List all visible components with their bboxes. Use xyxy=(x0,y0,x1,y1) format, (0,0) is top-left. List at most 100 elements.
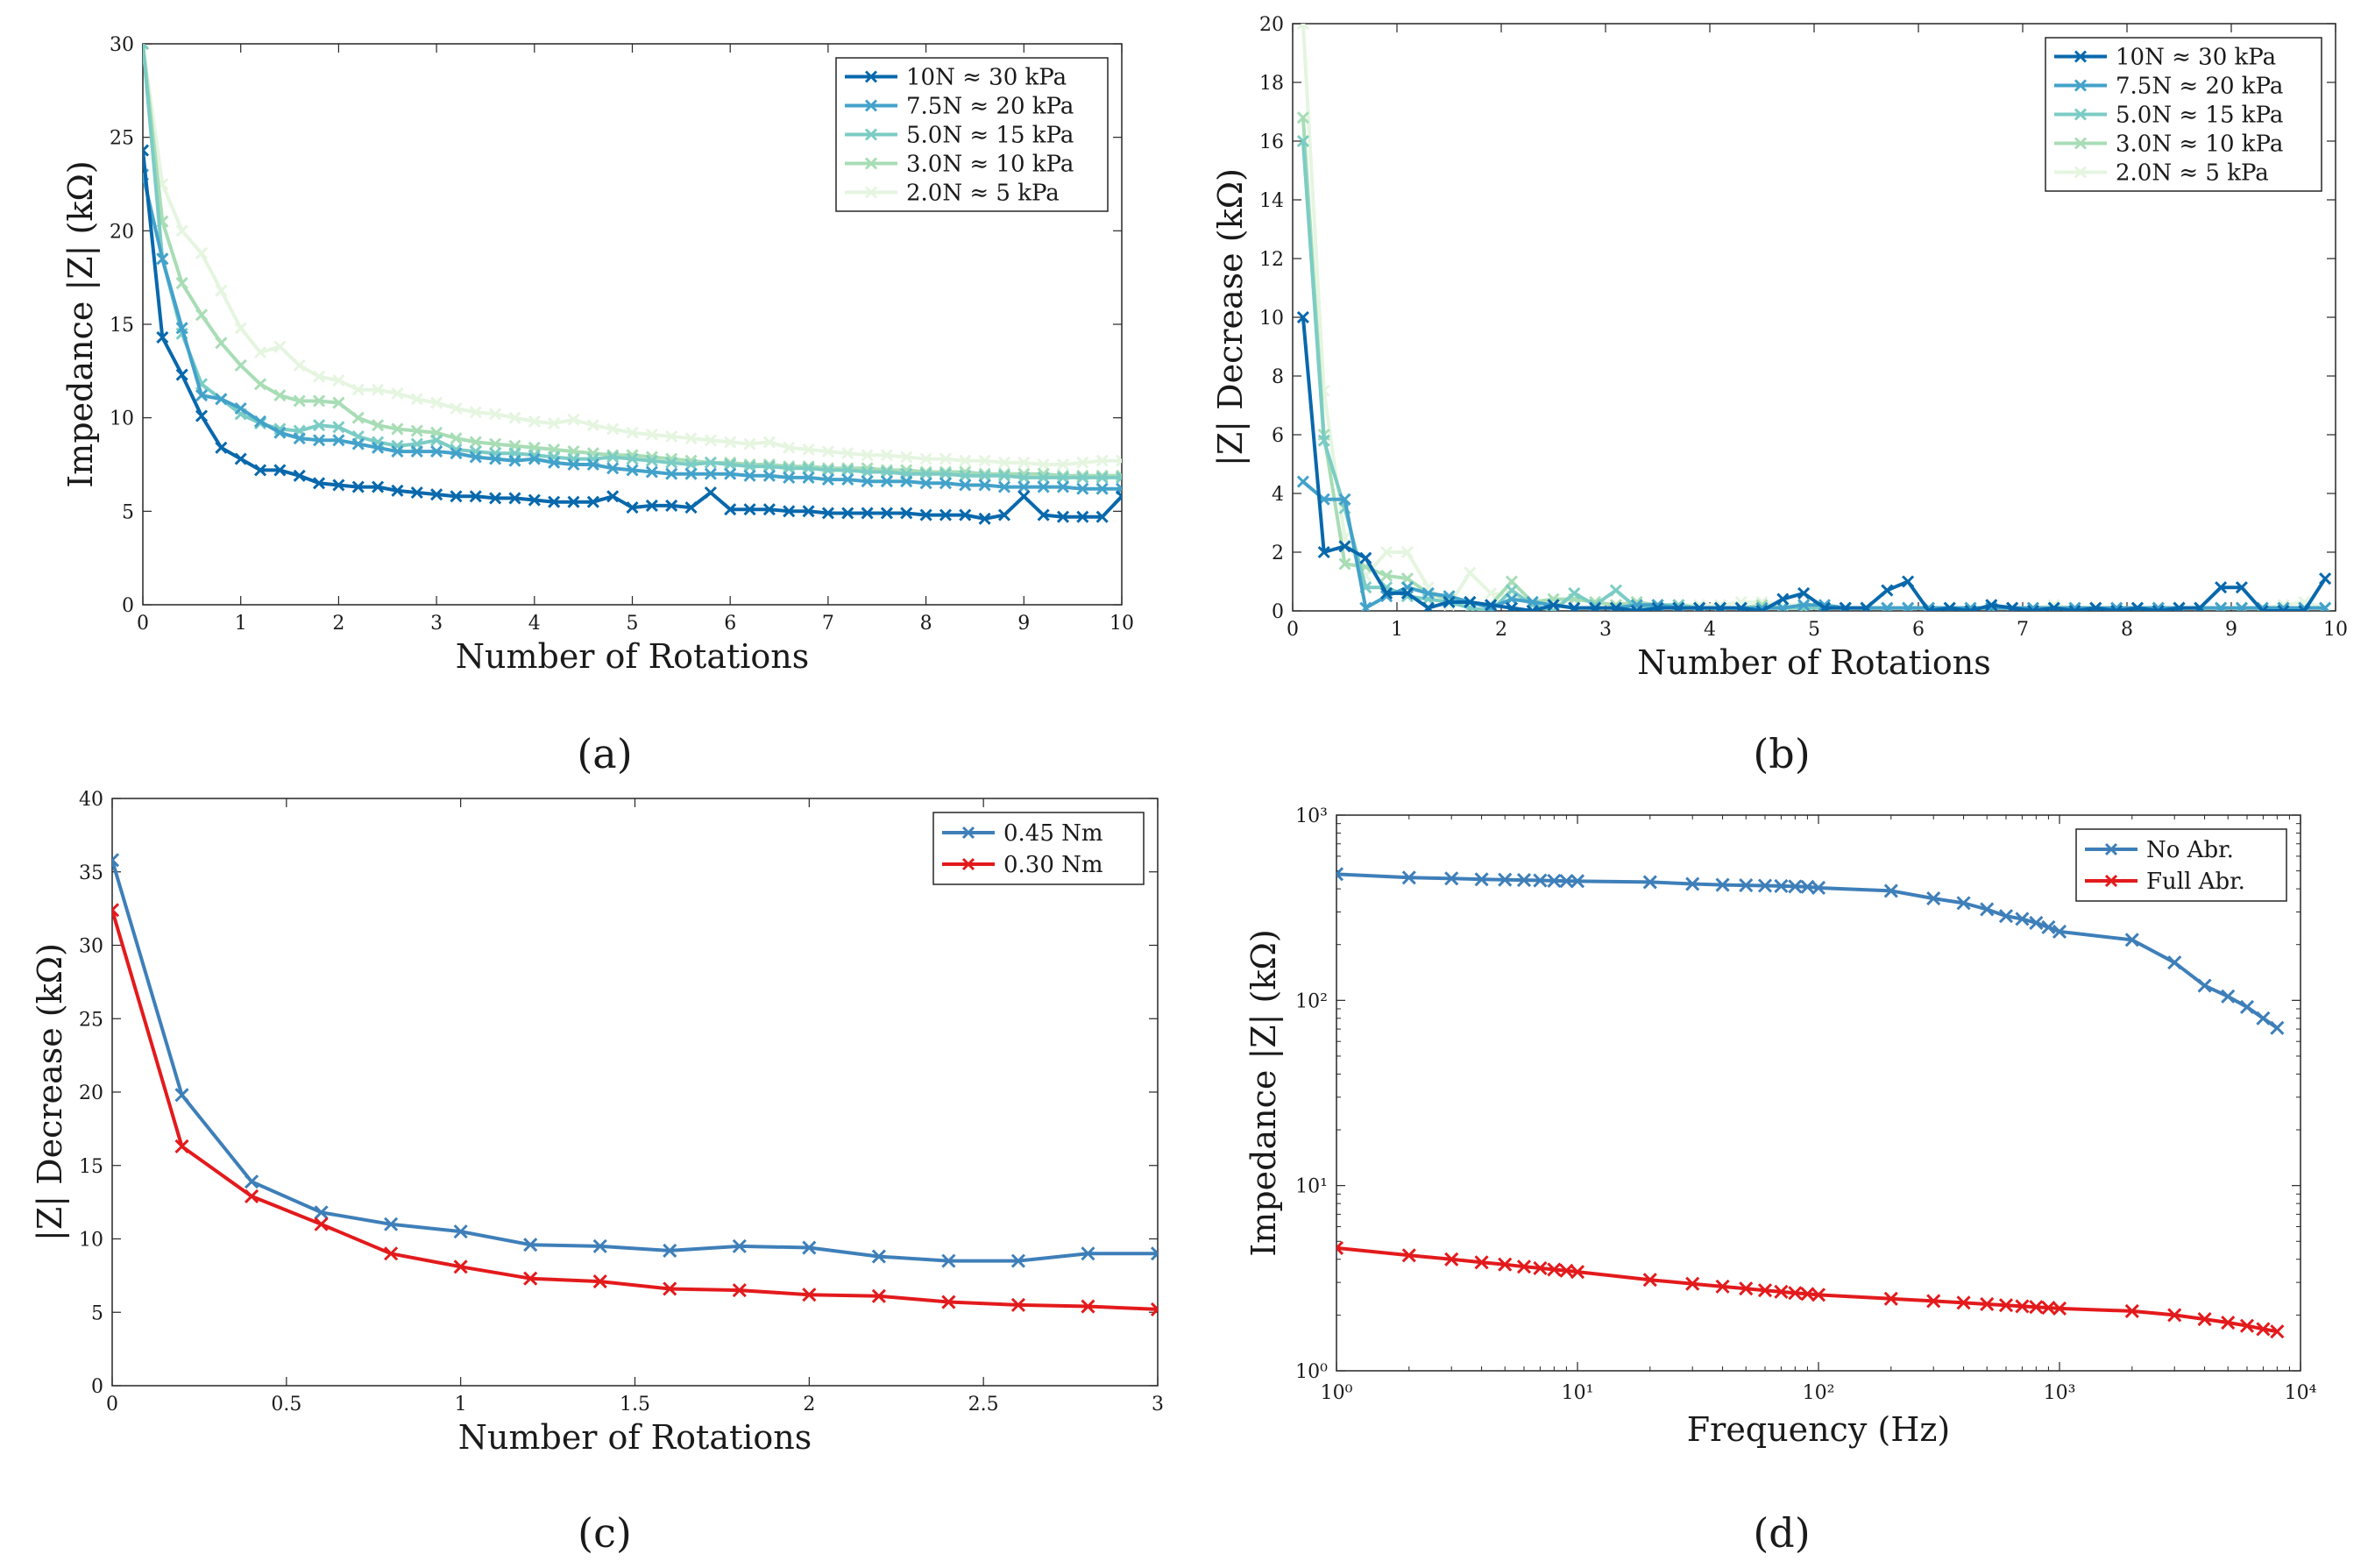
y-tick-label: 25 xyxy=(110,128,134,150)
series-10n-30-kpa-point xyxy=(1776,592,1790,606)
series-3.0n-10-kpa-point xyxy=(175,277,188,290)
series-10n-30-kpa-point xyxy=(2173,601,2186,611)
series-3.0n-10-kpa-point xyxy=(234,358,247,372)
series-10n-30-kpa-point xyxy=(1464,595,1477,609)
series-7.5n-20-kpa-point xyxy=(1076,482,1089,495)
series-no-abr.-point xyxy=(2041,919,2056,935)
series-7.5n-20-kpa-point xyxy=(312,434,326,447)
series-10n-30-kpa-point xyxy=(1400,586,1414,600)
series-10n-30-kpa-point xyxy=(978,512,991,525)
series-10n-30-kpa-point xyxy=(1505,601,1518,611)
plot-area xyxy=(111,798,1159,1387)
series-2.0n-5-kpa-point xyxy=(351,383,365,396)
legend-marker xyxy=(864,128,878,141)
y-axis-label: Impedance |Z| (kΩ) xyxy=(61,160,100,487)
x-tick-label: 6 xyxy=(1912,619,1925,641)
series-0.30-nm-point xyxy=(1010,1297,1025,1312)
series-10n-30-kpa-point xyxy=(391,484,404,497)
series-7.5n-20-kpa-point xyxy=(1056,480,1070,493)
series-0.45-nm-point xyxy=(1010,1253,1025,1268)
series-2.0n-5-kpa-point xyxy=(1037,458,1050,472)
series-5.0n-15-kpa-point xyxy=(861,465,874,479)
series-7.5n-20-kpa-point xyxy=(978,479,991,492)
series-10n-30-kpa-point xyxy=(841,507,854,520)
x-tick-label: 6 xyxy=(724,613,736,635)
series-10n-30-kpa-line xyxy=(1301,316,2327,611)
x-tick-label: 10² xyxy=(1803,1382,1835,1404)
series-10n-30-kpa-point xyxy=(762,503,776,516)
series-no-abr.-point xyxy=(1715,877,1730,892)
y-tick-label: 4 xyxy=(1272,484,1284,506)
series-no-abr.-point xyxy=(1956,896,1971,911)
series-10n-30-kpa-point xyxy=(2068,604,2081,611)
series-7.5n-20-kpa-point xyxy=(175,322,188,335)
series-full-abr.-point xyxy=(1498,1257,1513,1272)
series-7.5n-20-kpa-point xyxy=(606,462,620,475)
series-0.45-nm-line xyxy=(112,859,1158,1263)
series-7.5n-20-kpa-point xyxy=(645,465,658,479)
series-10n-30-kpa-point xyxy=(1755,604,1769,611)
series-no-abr.-point xyxy=(2256,1011,2271,1025)
y-tick-label: 0 xyxy=(1272,601,1284,623)
series-10n-30-kpa-point xyxy=(1421,601,1435,611)
series-10n-30-kpa-point xyxy=(1839,601,1852,611)
series-5.0n-15-kpa-point xyxy=(606,451,620,464)
series-5.0n-15-kpa-point xyxy=(332,421,345,434)
series-2.0n-5-kpa-point xyxy=(645,428,658,441)
y-tick-label: 14 xyxy=(1259,190,1284,212)
series-2.0n-5-kpa-point xyxy=(919,452,932,465)
series-10n-30-kpa-point xyxy=(293,469,306,482)
y-tick-label: 15 xyxy=(110,315,134,337)
series-no-abr.-point xyxy=(2124,933,2139,947)
series-5.0n-15-kpa-point xyxy=(841,464,854,477)
series-7.5n-20-kpa-point xyxy=(2277,601,2290,611)
legend-label: 5.0N ≈ 15 kPa xyxy=(2116,103,2283,129)
series-5.0n-15-kpa-point xyxy=(1609,584,1622,597)
legend: 0.45 Nm 0.30 Nm xyxy=(932,812,1145,885)
series-2.0n-5-kpa-point xyxy=(391,387,404,400)
series-2.0n-5-kpa-point xyxy=(665,429,678,443)
series-10n-30-kpa-point xyxy=(2298,604,2311,611)
series-no-abr.-point xyxy=(1474,872,1489,887)
series-full-abr.-point xyxy=(2270,1324,2285,1339)
legend-label: 3.0N ≈ 10 kPa xyxy=(2116,131,2283,158)
series-0.45-nm-point xyxy=(523,1238,538,1252)
series-10n-30-kpa-point xyxy=(2277,604,2290,611)
series-7.5n-20-kpa-point xyxy=(939,477,953,490)
series-0.45-nm-point xyxy=(663,1243,677,1258)
series-full-abr.-point xyxy=(1516,1259,1532,1274)
series-3.0n-10-kpa-point xyxy=(215,337,228,350)
series-5.0n-15-kpa-point xyxy=(939,467,953,480)
x-tick-label: 10⁴ xyxy=(2285,1382,2317,1404)
series-7.5n-20-kpa-point xyxy=(450,447,463,460)
series-10n-30-kpa-point xyxy=(1095,510,1109,523)
series-full-abr.-point xyxy=(1926,1294,1941,1309)
x-tick-label: 1 xyxy=(235,613,247,635)
series-7.5n-20-kpa-point xyxy=(548,456,561,469)
y-tick-label: 0 xyxy=(91,1376,103,1398)
x-tick-label: 10 xyxy=(1110,613,1134,635)
series-5.0n-15-kpa-point xyxy=(1095,471,1109,484)
legend-marker xyxy=(2074,137,2088,150)
x-tick-label: 0 xyxy=(106,1394,118,1415)
series-full-abr.-point xyxy=(1336,1240,1344,1256)
series-2.0n-5-kpa-point xyxy=(743,437,756,451)
series-3.0n-10-kpa-point xyxy=(1338,557,1351,571)
series-5.0n-15-kpa-point xyxy=(312,419,326,432)
series-full-abr.-point xyxy=(1883,1291,1898,1306)
series-full-abr.-point xyxy=(1800,1287,1815,1302)
series-3.0n-10-kpa-point xyxy=(253,378,267,391)
series-5.0n-15-kpa-point xyxy=(743,460,756,473)
caption-d: (d) xyxy=(1753,1509,1810,1557)
series-5.0n-15-kpa-point xyxy=(997,469,1011,482)
data-layer xyxy=(1296,24,2332,611)
data-layer xyxy=(112,853,1158,1316)
series-0.45-nm-point xyxy=(453,1224,468,1239)
series-10n-30-kpa-point xyxy=(1380,586,1393,600)
series-10n-30-kpa-point xyxy=(1693,601,1706,611)
series-5.0n-15-kpa-point xyxy=(143,44,150,51)
series-10n-30-kpa-point xyxy=(332,479,345,492)
legend-box xyxy=(2075,828,2287,902)
